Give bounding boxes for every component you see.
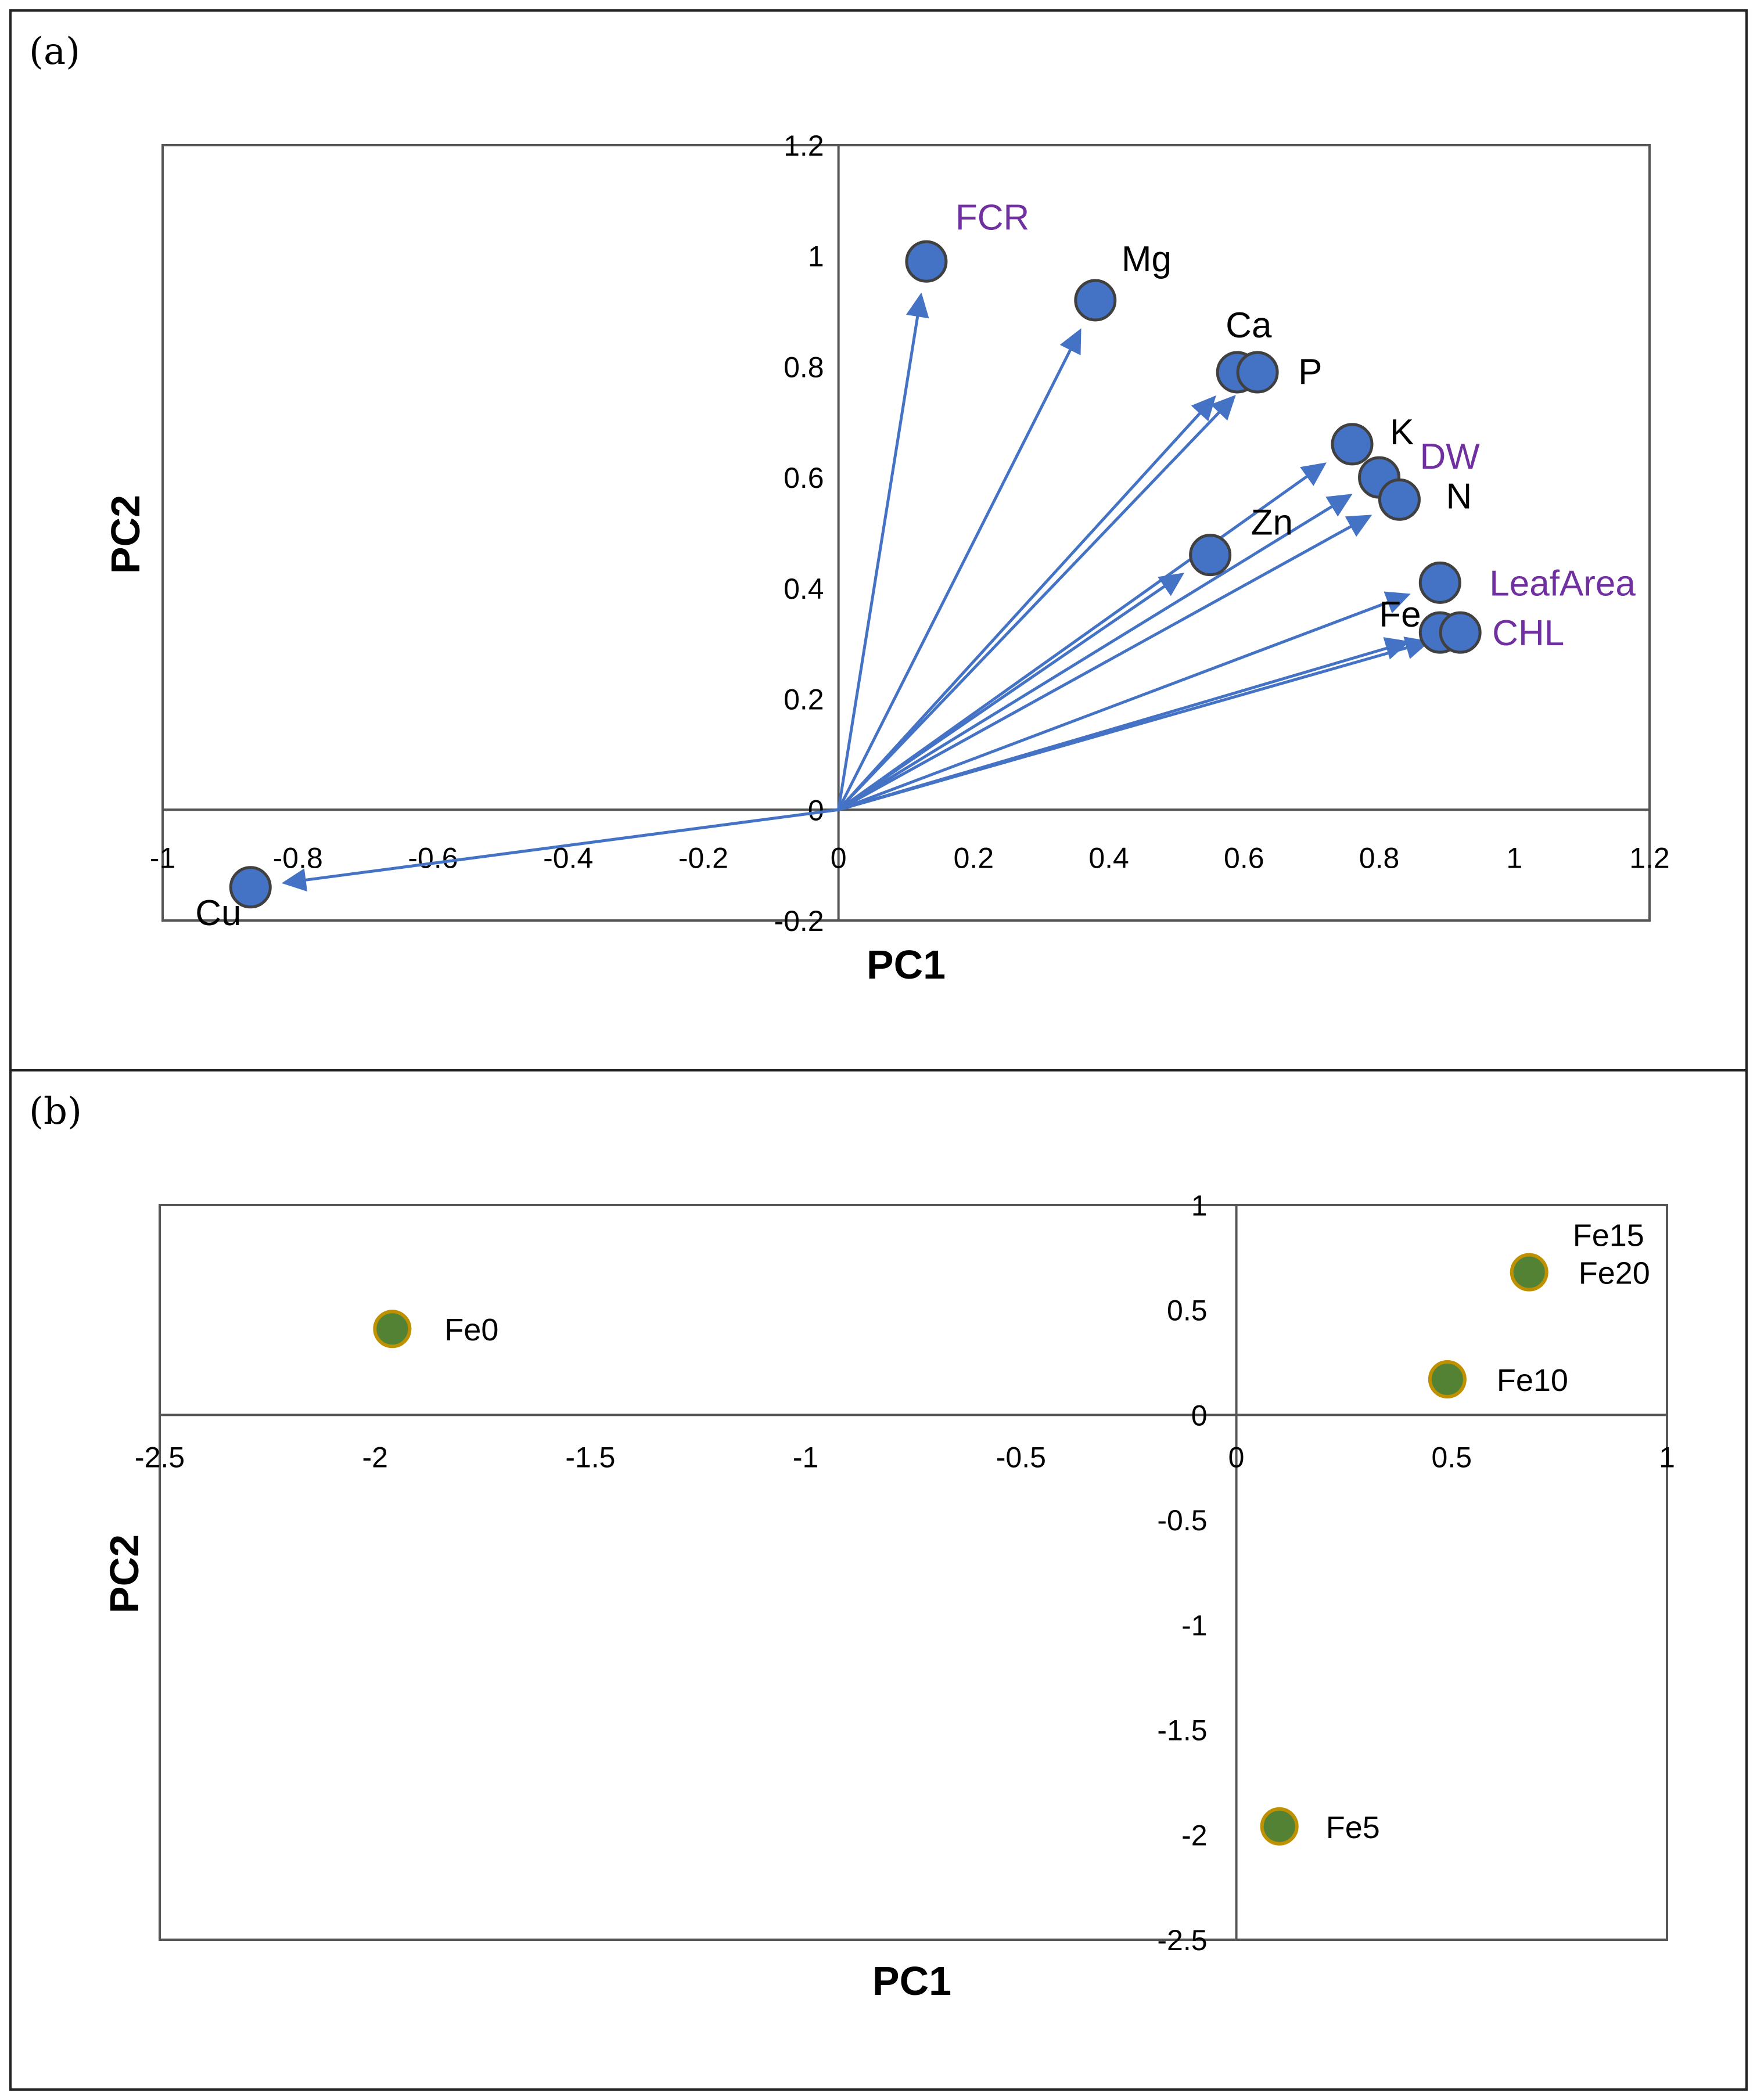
x-tick-label: -2 — [362, 1441, 387, 1473]
x-tick-label: -2.5 — [135, 1441, 185, 1473]
score-point — [373, 1310, 412, 1349]
loading-arrow — [837, 407, 1206, 811]
x-tick-label: -1 — [793, 1441, 818, 1473]
plot-area-b — [159, 1204, 1668, 1941]
arrow-head — [1300, 462, 1327, 486]
x-tick-label: 1 — [1506, 842, 1522, 874]
treatment-label: Fe5 — [1326, 1810, 1380, 1845]
y-tick-label: 1 — [808, 240, 824, 273]
y-tick-label: 0.8 — [784, 351, 824, 383]
treatment-label: Fe15 — [1573, 1218, 1644, 1253]
x-tick-label: -1 — [150, 842, 175, 874]
y-tick-label: -2 — [1181, 1819, 1207, 1851]
variable-label: FCR — [955, 197, 1029, 238]
loading-plot: -1 -0.8 -0.6 -0.4 -0.2 0 0.2 0.4 0.6 0.8 1 1.2 1.21… — [103, 130, 1670, 987]
score-point — [1428, 1360, 1467, 1398]
x-tick-label: 0.4 — [1088, 842, 1129, 874]
y-tick-label: -2.5 — [1157, 1924, 1207, 1957]
loading-point — [1189, 534, 1232, 577]
loading-point — [1378, 478, 1421, 521]
x-tick-label: 1.2 — [1629, 842, 1670, 874]
y-tick-label: 0 — [1191, 1399, 1208, 1432]
y-tick-label: 0.5 — [1167, 1294, 1208, 1327]
variable-label: Cu — [195, 893, 241, 933]
arrow-head — [1210, 394, 1236, 421]
x-tick-label: 0.8 — [1359, 842, 1400, 874]
y-tick-label: 0.4 — [784, 573, 824, 605]
loading-point — [905, 240, 948, 283]
loading-arrow — [838, 581, 1171, 811]
variable-label: K — [1390, 412, 1414, 452]
plot-area-a — [161, 144, 1651, 922]
panel-a-label: (a) — [29, 30, 80, 73]
arrow-head — [1059, 328, 1081, 355]
y-tick-label: 0.6 — [784, 462, 824, 494]
loading-point — [1074, 279, 1117, 322]
variable-label: P — [1298, 352, 1322, 392]
score-plot: -2.5 -2 -1.5 -1 -0.5 0 0.5 1 1 0.5 0 -0.5 -1 -1.5 -2 -… — [102, 1189, 1675, 2004]
y-tick-label: 1.2 — [784, 130, 824, 162]
x-tick-label: 0.2 — [954, 842, 994, 874]
y-tick-label: -0.5 — [1157, 1504, 1207, 1537]
treatment-label: Fe0 — [444, 1312, 498, 1347]
arrow-head — [1325, 494, 1353, 517]
y-axis-title-b: PC2 — [102, 1534, 147, 1613]
arrow-head — [281, 868, 308, 892]
loading-arrow — [837, 406, 1225, 811]
x-axis-title-b: PC1 — [872, 1958, 951, 2004]
loading-arrow — [838, 501, 1339, 811]
score-point — [1260, 1807, 1299, 1846]
x-tick-label: 0 — [831, 842, 847, 874]
variable-label: CHL — [1492, 613, 1564, 653]
loading-arrow — [838, 471, 1314, 811]
panel-b-label: (b) — [29, 1090, 82, 1133]
x-tick-label: 0.6 — [1224, 842, 1264, 874]
treatment-label: Fe20 — [1579, 1256, 1650, 1291]
variable-label: N — [1446, 476, 1472, 516]
loading-point — [1418, 561, 1461, 604]
treatment-label: Fe10 — [1497, 1363, 1568, 1398]
arrow-head — [1191, 395, 1216, 422]
variable-label: Ca — [1226, 305, 1272, 346]
arrow-head — [906, 292, 929, 319]
y-tick-label: 0.2 — [784, 684, 824, 716]
x-tick-label: 1 — [1659, 1441, 1675, 1473]
loading-arrow — [837, 343, 1075, 811]
variable-label: LeafArea — [1489, 563, 1636, 603]
x-tick-label: -0.5 — [996, 1441, 1046, 1473]
loading-arrow — [838, 644, 1414, 811]
x-tick-label: 0 — [1228, 1441, 1245, 1473]
y-tick-label: 1 — [1191, 1189, 1208, 1222]
loading-arrow — [299, 808, 839, 883]
arrow-head — [1345, 515, 1372, 537]
variable-label: Mg — [1122, 239, 1172, 279]
y-tick-label: 0 — [808, 794, 824, 826]
panel-b-frame — [9, 1069, 1748, 2091]
panel-a-frame — [9, 9, 1748, 1071]
loading-point — [1236, 351, 1279, 394]
score-point — [1510, 1253, 1548, 1292]
x-tick-label: -1.5 — [565, 1441, 615, 1473]
variable-label: DW — [1420, 437, 1481, 477]
arrow-head — [1158, 573, 1185, 596]
x-axis-title-a: PC1 — [867, 942, 946, 987]
y-tick-label: -1.5 — [1157, 1714, 1207, 1747]
x-tick-label: 0.5 — [1432, 1441, 1472, 1473]
x-tick-label: -0.8 — [273, 842, 323, 874]
y-axis-title-a: PC2 — [103, 495, 148, 574]
x-tick-label: -0.2 — [678, 842, 728, 874]
loading-arrow — [837, 309, 921, 810]
y-tick-label: -1 — [1181, 1609, 1207, 1642]
loading-point — [1331, 423, 1374, 466]
loading-point — [1439, 611, 1482, 654]
y-tick-label: -0.2 — [774, 905, 824, 937]
loading-point — [229, 866, 272, 909]
x-tick-label: -0.6 — [408, 842, 458, 874]
arrow-head — [1384, 591, 1411, 613]
loading-arrow — [838, 598, 1395, 811]
variable-label: Fe — [1379, 595, 1421, 635]
loading-arrow — [838, 522, 1358, 811]
variable-label: Zn — [1251, 503, 1293, 543]
